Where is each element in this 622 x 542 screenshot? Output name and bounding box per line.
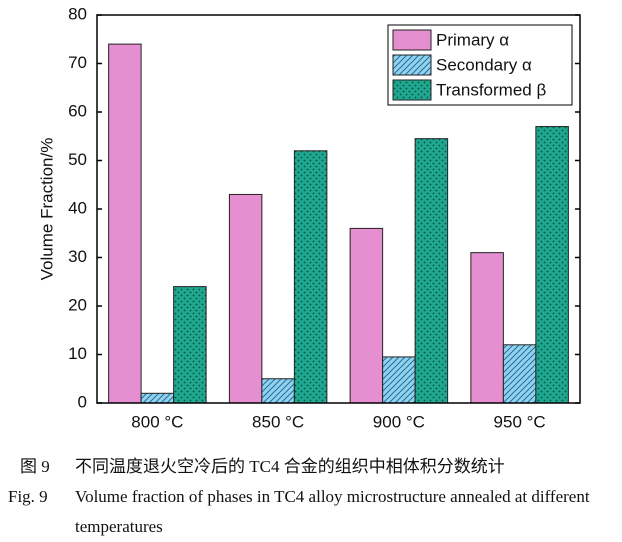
legend-label: Transformed β — [436, 80, 546, 99]
legend-label: Secondary α — [436, 55, 532, 74]
bar — [414, 138, 449, 404]
captions: 图 9 不同温度退火空冷后的 TC4 合金的组织中相体积分数统计 Fig. 9 Vol… — [0, 452, 622, 542]
legend-swatch — [392, 54, 432, 76]
plot-frame — [96, 14, 581, 404]
y-tick-label: 60 — [68, 101, 87, 120]
x-tick-label: 900 °C — [373, 412, 425, 431]
legend-label: Primary α — [436, 30, 509, 49]
bar — [349, 227, 384, 404]
y-tick-label: 80 — [68, 4, 87, 23]
legend-swatch — [392, 29, 432, 51]
bar — [502, 344, 537, 404]
y-tick-label: 20 — [68, 295, 87, 314]
bar — [382, 356, 416, 404]
bar — [228, 193, 263, 404]
chart: Volume Fraction/% 0 10 20 30 40 50 60 70 80 800 °… — [37, 4, 581, 431]
caption-label: Fig. 9 — [8, 487, 48, 506]
y-tick-label: 30 — [68, 247, 87, 266]
legend-swatch — [392, 79, 432, 101]
bar — [261, 378, 295, 404]
caption-label: 图 9 — [20, 457, 50, 476]
y-axis-label: Volume Fraction/% — [37, 138, 56, 281]
bar — [293, 150, 328, 404]
bar — [173, 286, 207, 404]
caption-text: Volume fraction of phases in TC4 alloy m… — [75, 487, 590, 536]
y-tick-label: 10 — [68, 344, 87, 363]
x-tick-label: 800 °C — [131, 412, 183, 431]
caption-text: 不同温度退火空冷后的 TC4 合金的组织中相体积分数统计 — [75, 457, 505, 476]
bar — [535, 126, 569, 404]
y-tick-label: 50 — [68, 150, 87, 169]
y-tick-label: 0 — [78, 392, 87, 411]
x-tick-label: 950 °C — [494, 412, 546, 431]
bar — [470, 252, 504, 404]
y-tick-label: 70 — [68, 53, 87, 72]
caption: 图 9 不同温度退火空冷后的 TC4 合金的组织中相体积分数统计 — [20, 452, 610, 482]
bar — [108, 43, 142, 404]
x-tick-label: 850 °C — [252, 412, 304, 431]
bar — [140, 392, 175, 404]
y-tick-label: 40 — [68, 198, 87, 217]
caption: Fig. 9 Volume fraction of phases in TC4 a… — [8, 482, 608, 542]
